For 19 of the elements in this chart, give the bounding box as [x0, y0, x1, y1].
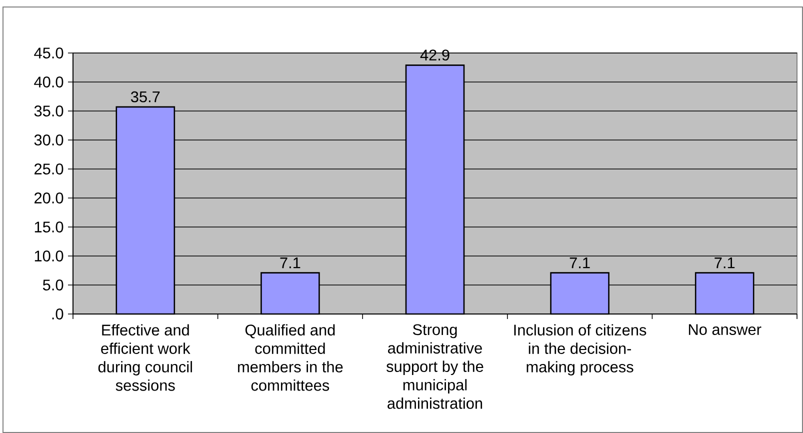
- y-tick-label: 35.0: [34, 106, 64, 116]
- x-tick-label: No answer: [688, 324, 762, 335]
- y-tick-label: 10.0: [34, 250, 64, 262]
- x-tick-label: Strong administrative support by the municipal administration: [386, 324, 484, 409]
- data-label: 7.1: [280, 258, 300, 268]
- data-label: 7.1: [714, 258, 735, 268]
- y-tick-label: 5.0: [42, 280, 64, 290]
- y-tick-label: 30.0: [34, 134, 64, 146]
- y-tick-label: 45.0: [34, 48, 64, 58]
- data-label: 7.1: [570, 258, 590, 268]
- y-tick-label: .0: [52, 308, 64, 320]
- y-tick-label: 25.0: [34, 164, 64, 174]
- x-tick-label: Qualified and committed members in the committees: [238, 324, 343, 391]
- y-tick-label: 40.0: [34, 76, 64, 88]
- y-tick-label: 20.0: [34, 192, 64, 204]
- data-label: 35.7: [130, 91, 160, 102]
- y-tick-label: 15.0: [34, 222, 64, 232]
- x-tick-label: Inclusion of citizens in the decision-making process: [514, 324, 646, 376]
- x-tick-label: Effective and efficient work during council sessions: [98, 324, 192, 391]
